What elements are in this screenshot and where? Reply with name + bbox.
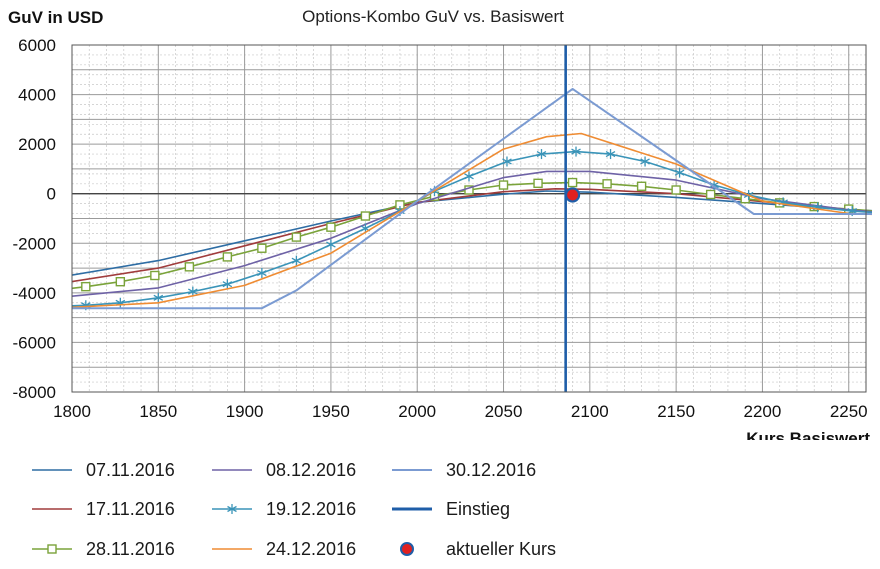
legend-swatch-19-12-2016: [212, 504, 252, 514]
point-19-12-2016: [188, 286, 198, 297]
legend-label: 28.11.2016: [86, 538, 175, 559]
y-tick-label: 6000: [18, 36, 56, 55]
x-tick-labels: 1800 1850 1900 1950 2000 2050 2100 2150 2200 2250: [53, 402, 868, 421]
legend-label: 24.12.2016: [266, 538, 357, 559]
legend-swatch-30-12-2016: [392, 469, 432, 471]
legend-item-19-12-2016: 19.12.2016: [212, 498, 356, 520]
legend-swatch-07-11-2016: [32, 469, 72, 471]
minor-grid: [72, 45, 867, 392]
legend-label: 19.12.2016: [266, 498, 357, 519]
x-tick-label: 2150: [657, 402, 695, 421]
x-tick-label: 2000: [398, 402, 436, 421]
point-19-12-2016: [571, 146, 581, 157]
point-19-12-2016: [326, 239, 336, 250]
point-28-11-2016: [326, 222, 336, 232]
point-28-11-2016: [222, 252, 233, 262]
legend-swatch-08-12-2016: [212, 469, 252, 471]
point-28-11-2016: [498, 180, 509, 190]
point-19-12-2016: [502, 156, 512, 167]
point-19-12-2016: [605, 149, 616, 160]
chart-title: Options-Kombo GuV vs. Basiswert: [302, 7, 564, 26]
point-28-11-2016: [360, 211, 371, 221]
y-tick-labels: 6000 4000 2000 0 -2000 -4000 -6000 -8000: [13, 36, 56, 402]
star-marker-icon: [227, 504, 237, 514]
point-28-11-2016: [705, 189, 716, 200]
y-tick-label: 0: [47, 185, 56, 204]
legend-swatch-einstieg: [392, 507, 432, 511]
current-price-marker: [564, 187, 581, 203]
plot-frame: [71, 44, 867, 393]
point-28-11-2016: [257, 243, 267, 253]
point-28-11-2016: [291, 232, 302, 242]
legend-swatch-24-12-2016: [212, 548, 252, 550]
legend-label: 08.12.2016: [266, 459, 357, 480]
point-19-12-2016: [153, 292, 164, 303]
y-tick-label: 2000: [18, 135, 56, 154]
point-19-12-2016: [536, 149, 547, 160]
x-tick-label: 1950: [312, 402, 350, 421]
legend-item-08-12-2016: 08.12.2016: [212, 459, 356, 481]
point-28-11-2016: [533, 178, 543, 189]
x-tick-label: 1800: [53, 402, 91, 421]
y-tick-label: -2000: [13, 234, 56, 253]
legend-item-30-12-2016: 30.12.2016: [392, 459, 536, 481]
point-28-11-2016: [184, 262, 195, 272]
x-tick-label: 2250: [830, 402, 868, 421]
point-28-11-2016: [150, 270, 160, 281]
point-28-11-2016: [567, 177, 578, 188]
legend-item-28-11-2016: 28.11.2016: [32, 538, 175, 560]
point-19-12-2016: [674, 167, 685, 178]
series-line-24-12-2016: [72, 132, 872, 309]
series-line-30-12-2016: [72, 87, 872, 310]
series-group: [72, 87, 872, 311]
legend-swatch-28-11-2016: [32, 544, 72, 554]
point-28-11-2016: [81, 281, 91, 292]
legend-label: aktueller Kurs: [446, 538, 557, 559]
x-tick-label: 2200: [744, 402, 782, 421]
legend-item-aktueller-kurs: aktueller Kurs: [392, 538, 556, 560]
point-19-12-2016: [257, 268, 267, 279]
x-tick-label: 2050: [485, 402, 523, 421]
legend-item-24-12-2016: 24.12.2016: [212, 538, 356, 560]
y-tick-label: -4000: [13, 284, 56, 303]
legend-swatch-17-11-2016: [32, 508, 72, 510]
legend-swatch-aktueller-kurs: [400, 542, 414, 556]
legend-item-07-11-2016: 07.11.2016: [32, 459, 175, 481]
square-marker-icon: [47, 544, 57, 554]
point-19-12-2016: [464, 171, 474, 182]
current-group: [564, 187, 581, 203]
legend-label: 07.11.2016: [86, 459, 175, 480]
legend-item-17-11-2016: 17.11.2016: [32, 498, 175, 520]
chart: Options-Kombo GuV vs. Basiswert GuV in U…: [8, 7, 872, 440]
legend-label: 17.11.2016: [86, 498, 175, 519]
point-28-11-2016: [636, 181, 647, 191]
series-line-07-11-2016: [72, 190, 872, 276]
point-28-11-2016: [671, 185, 681, 195]
x-tick-label: 2100: [571, 402, 609, 421]
point-19-12-2016: [640, 156, 650, 167]
y-tick-label: -6000: [13, 333, 56, 352]
x-tick-label: 1850: [139, 402, 177, 421]
point-19-12-2016: [222, 279, 233, 290]
y-tick-label: 4000: [18, 86, 56, 105]
y-tick-label: -8000: [13, 383, 56, 402]
x-axis-label: Kurs Basiswert: [746, 429, 870, 440]
current-price-marker-icon: [400, 542, 414, 556]
legend-item-einstieg: Einstieg: [392, 498, 510, 520]
y-axis-label: GuV in USD: [8, 8, 103, 27]
x-tick-label: 1900: [226, 402, 264, 421]
legend-label: Einstieg: [446, 498, 511, 519]
point-28-11-2016: [602, 179, 612, 189]
point-28-11-2016: [115, 277, 126, 287]
legend-label: 30.12.2016: [446, 459, 537, 480]
point-19-12-2016: [291, 255, 302, 266]
